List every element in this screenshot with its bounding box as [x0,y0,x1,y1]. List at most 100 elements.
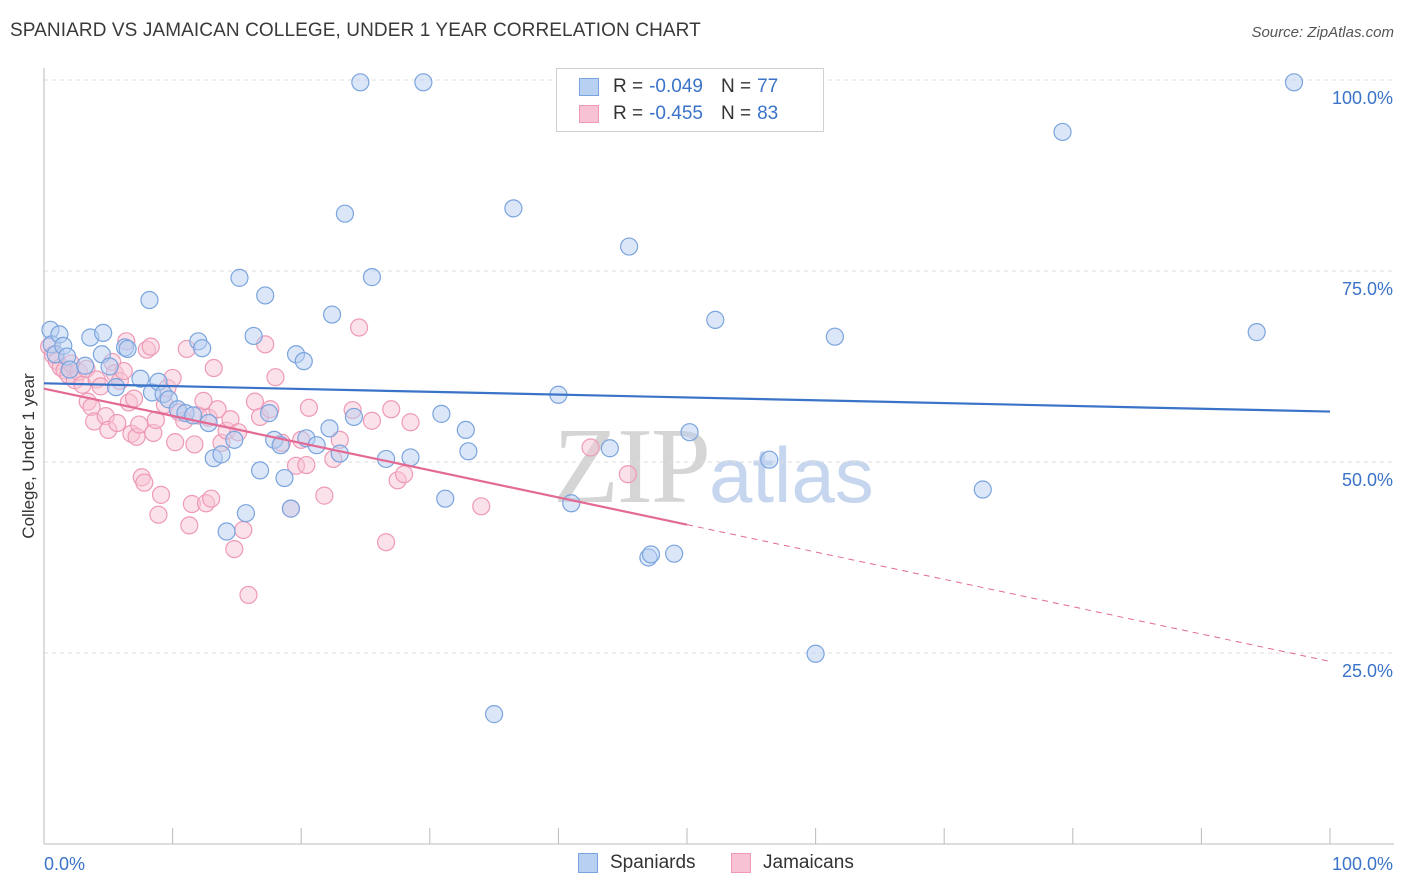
spaniards-point [335,204,355,223]
spaniards-point [330,444,349,463]
spaniards-point [456,420,475,440]
trend-lines [43,382,1331,662]
correlation-legend: R = -0.049 N = 77 R = -0.455 N = 83 [556,68,824,132]
spaniards-point [1247,323,1266,342]
x-tick-label-min: 0.0% [44,854,85,874]
jamaicans-point [108,413,127,433]
legend-label-spaniards: Spaniards [610,852,696,873]
jamaicans-point [204,358,223,378]
y-tick-label: 100.0% [1332,88,1393,108]
spaniards-trend-line [43,382,1331,413]
source-label: Source: ZipAtlas.com [1251,24,1394,41]
spaniards-point [973,480,992,499]
jamaicans-point [151,485,171,504]
jamaicans-point [234,520,253,540]
x-tick-label-max: 100.0% [1332,854,1393,874]
jamaicans-point [185,435,204,454]
jamaicans-point [401,413,420,432]
watermark-atlas: atlas [709,431,874,519]
jamaicans-point [135,473,154,492]
spaniards-point [118,339,137,359]
legend-swatch-blue [578,853,598,873]
jamaicans-trend-line [43,387,688,526]
legend-swatch-pink [731,853,751,873]
spaniards-point [225,430,244,449]
spaniards-point [665,544,684,563]
legend-swatch-pink [579,105,599,123]
spaniards-point [806,644,825,663]
spaniards-point [217,522,236,541]
legend-n-label: N = [720,103,752,124]
spaniards-point [106,378,126,397]
jamaicans-point [202,489,221,508]
spaniards-point [362,268,382,287]
spaniards-point [193,339,212,358]
spaniards-point [322,305,342,324]
legend-swatch-blue [579,78,599,96]
spaniards-point [244,326,263,346]
spaniards-point [401,448,420,467]
y-tick-label: 25.0% [1342,661,1393,681]
jamaicans-point [376,533,396,552]
spaniards-point [230,268,249,287]
bottom-legend-spaniards: Spaniards [578,852,696,874]
jamaicans-point [91,377,110,396]
spaniards-point [212,445,231,464]
jamaicans-point [349,318,369,337]
spaniards-point [76,356,95,375]
jamaicans-point [266,368,285,387]
spaniards-point [256,286,275,305]
jamaicans-point [299,398,319,417]
x-ticks [172,828,1331,844]
spaniards-point [131,369,150,388]
bottom-legend-jamaicans: Jamaicans [731,852,854,874]
spaniards-point [825,327,844,346]
legend-r-value: -0.049 [649,76,703,97]
axes [43,68,1394,845]
y-axis-title: College, Under 1 year [19,373,38,539]
legend-r-label: R = [613,76,644,97]
spaniards-point [271,436,290,455]
spaniards-point [250,461,270,480]
legend-n-value: 83 [757,103,779,124]
jamaicans-point [208,400,227,419]
jamaicans-point [315,486,334,505]
y-tick-label: 75.0% [1342,279,1393,299]
spaniards-point [344,407,364,427]
spaniards-point [680,423,699,442]
spaniards-point [436,489,455,508]
jamaicans-point [149,505,168,524]
spaniards-point [140,290,159,310]
legend-n-value: 77 [757,76,779,97]
spaniards-point [236,504,256,523]
jamaicans-point [194,391,213,410]
legend-r-label: R = [613,103,644,124]
legend-n-label: N = [720,76,752,97]
spaniards-point [320,419,339,438]
spaniards-point [351,73,370,92]
jamaicans-point [362,411,382,430]
jamaicans-point [141,337,160,356]
spaniards-point [432,404,451,423]
jamaicans-point [472,497,491,516]
spaniards-point [485,705,504,724]
spaniards-point [706,310,725,329]
spaniards-point [760,450,779,469]
legend-r-value: -0.455 [649,103,703,124]
legend-row-jamaicans: R = -0.455 N = 83 [579,101,778,127]
chart-title: SPANIARD VS JAMAICAN COLLEGE, UNDER 1 YE… [10,20,701,41]
jamaicans-point [166,433,185,452]
y-tick-label: 50.0% [1342,470,1393,490]
spaniards-point [562,494,581,513]
jamaicans-point [297,455,316,475]
jamaicans-point [581,438,600,457]
jamaicans-point [124,389,144,408]
jamaicans-point [225,539,244,559]
legend-label-jamaicans: Jamaicans [763,852,854,873]
spaniards-point [504,199,523,218]
spaniards-point [641,545,661,564]
spaniards-point [275,468,294,488]
jamaicans-trend-extension [686,524,1331,662]
jamaicans-point [180,516,199,535]
legend-row-spaniards: R = -0.049 N = 77 [579,74,778,100]
